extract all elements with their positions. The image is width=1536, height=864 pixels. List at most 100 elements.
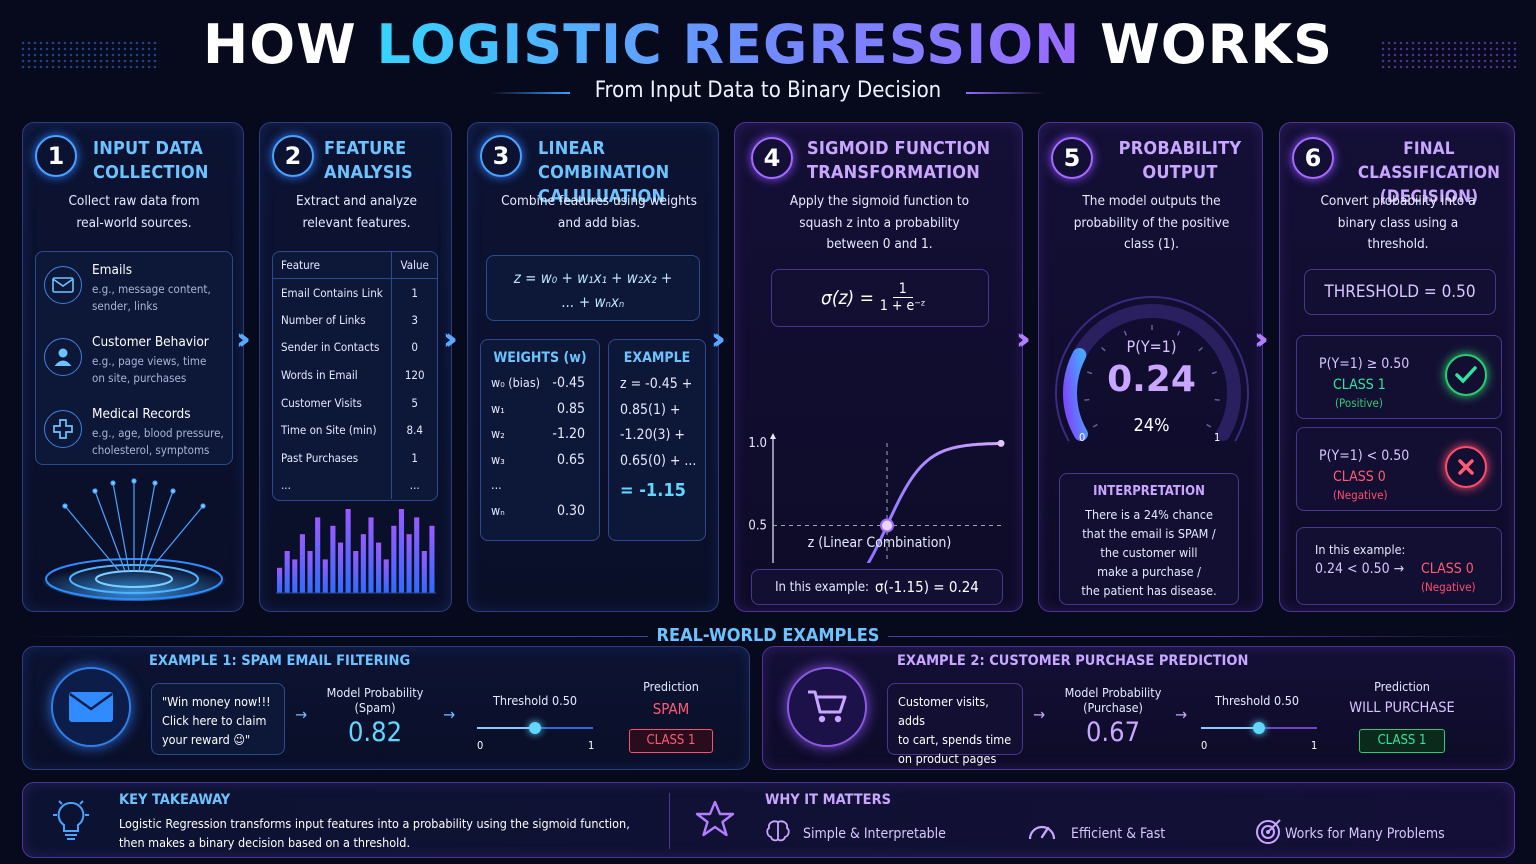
feature-row: Sender in Contacts 0 <box>273 333 437 362</box>
feature-value: 3 <box>391 306 437 334</box>
example-line: 0.65(0) + ... <box>620 452 697 469</box>
feature-name: Words in Email <box>281 368 358 383</box>
decision-example: In this example: 0.24 < 0.50 → CLASS 0 (… <box>1296 527 1502 605</box>
interpretation-line: that the email is SPAM / <box>1082 526 1216 541</box>
weight-row: ... <box>481 474 599 500</box>
step-5-number: 5 <box>1051 137 1093 179</box>
source-title: Customer Behavior <box>92 334 209 350</box>
example-calc: EXAMPLE z = -0.45 + 0.85(1) + -1.20(3) + 0.… <box>608 339 706 541</box>
weight-name: w₂ <box>491 426 505 441</box>
cross-icon <box>1445 446 1487 488</box>
sigmoid-example: In this example: σ(-1.15) = 0.24 <box>751 569 1003 605</box>
feature-name: Past Purchases <box>281 450 359 465</box>
feature-bar <box>391 525 397 593</box>
example-1-prob: Model Probability (Spam) 0.82 <box>315 685 435 748</box>
data-portal-graphic <box>42 478 226 601</box>
gauge-tick <box>1123 330 1128 336</box>
example-2-pred: WILL PURCHASE <box>1349 700 1455 716</box>
source-sub: e.g., page views, time on site, purchases <box>92 354 207 385</box>
weight-name: w₁ <box>491 400 505 416</box>
feature-bar <box>307 551 313 593</box>
formula-line-2: ... + wₙxₙ <box>561 293 625 311</box>
weight-name: wₙ <box>491 502 505 518</box>
gauge-tick <box>1206 423 1212 428</box>
slider-fill <box>1201 727 1259 729</box>
decision-example-class: CLASS 0 <box>1421 561 1474 577</box>
y-tick-label: 1.0 <box>748 436 767 451</box>
star-icon <box>695 799 735 843</box>
weight-value: -0.45 <box>552 375 585 391</box>
rule-positive: P(Y=1) ≥ 0.50 CLASS 1 (Positive) <box>1296 335 1502 419</box>
example-line: 0.85(1) + <box>620 401 681 418</box>
example-2-input: Customer visits, adds to cart, spends tim… <box>887 683 1023 766</box>
feature-name: Email Contains Link <box>281 285 383 300</box>
feature-bar <box>406 534 412 593</box>
weight-row: w₂ -1.20 <box>481 423 599 449</box>
why-item-works: Works for Many Problems <box>1285 826 1445 842</box>
y-tick-label: 0.5 <box>748 519 767 534</box>
feature-bar <box>376 542 382 593</box>
feature-bar <box>277 567 283 593</box>
interpretation-line: There is a 24% chance <box>1085 507 1213 522</box>
probability-gauge <box>1055 296 1249 442</box>
feature-value: 8.4 <box>391 416 437 445</box>
rule-negative: P(Y=1) < 0.50 CLASS 0 (Negative) <box>1296 427 1502 511</box>
step-1-number: 1 <box>35 135 77 177</box>
feature-row: Email Contains Link 1 <box>273 278 437 307</box>
step-6-title: FINAL CLASSIFICATION (DECISION) <box>1357 139 1501 207</box>
formula-lhs: σ(z) = <box>821 286 874 309</box>
weight-value: 0.30 <box>556 502 585 519</box>
example-2-card: EXAMPLE 2: CUSTOMER PURCHASE PREDICTION … <box>762 646 1515 770</box>
formula-denominator: 1 + e⁻ᶻ <box>879 298 926 314</box>
decision-example-label: In this example: <box>1315 542 1406 557</box>
feature-row: Number of Links 3 <box>273 306 437 334</box>
formula-line-1: z = w₀ + w₁x₁ + w₂x₂ + <box>513 269 673 287</box>
flow-arrow-3: ›› <box>711 322 725 357</box>
sigmoid-chart: 0.00.51.0−6−4−20246 <box>748 433 1005 563</box>
step-1-card: 1 INPUT DATA COLLECTION Collect raw data … <box>22 122 244 612</box>
page-title: HOW LOGISTIC REGRESSION WORKS <box>0 12 1536 78</box>
step-3-number: 3 <box>480 135 522 177</box>
rule-positive-sub: (Positive) <box>1335 396 1383 410</box>
check-icon <box>1445 354 1487 396</box>
decor-dots-left <box>20 40 160 70</box>
example-1-pred: SPAM <box>652 700 690 718</box>
flow-arrow-5: ›› <box>1254 322 1268 357</box>
weight-row: w₀ (bias) -0.45 <box>481 372 599 398</box>
step-6-card: 6 FINAL CLASSIFICATION (DECISION) Convert… <box>1279 122 1515 612</box>
gauge-outer-ring <box>1055 296 1249 442</box>
feature-bar <box>299 534 305 593</box>
envelope-icon <box>51 667 131 747</box>
feature-value: 0 <box>391 333 437 362</box>
example-1-title: EXAMPLE 1: SPAM EMAIL FILTERING <box>149 653 411 669</box>
subtitle: From Input Data to Binary Decision <box>594 78 942 103</box>
arrow-right-icon: → <box>1175 705 1188 724</box>
linear-formula: z = w₀ + w₁x₁ + w₂x₂ + ... + wₙxₙ <box>486 255 700 321</box>
step-4-number: 4 <box>751 137 793 179</box>
source-title: Emails <box>92 262 133 278</box>
gauge-tick <box>1198 346 1204 352</box>
arrow-right-icon: → <box>1033 705 1046 724</box>
gauge-fill <box>1063 348 1088 441</box>
feature-name: ... <box>281 478 291 493</box>
rule-positive-class: CLASS 1 <box>1333 377 1386 393</box>
step-5-card: 5 PROBABILITY OUTPUT The model outputs th… <box>1038 122 1263 612</box>
weight-value: 0.65 <box>556 451 585 468</box>
slider-min: 0 <box>1201 739 1208 752</box>
example-value: σ(-1.15) = 0.24 <box>874 578 979 596</box>
feature-bar <box>398 509 405 593</box>
interpretation-line: the customer will <box>1100 545 1198 560</box>
example-1-threshold-slider <box>477 722 593 734</box>
feature-bar <box>421 551 427 593</box>
example-1-input: "Win money now!!! Click here to claim your… <box>151 683 285 755</box>
weights-table: WEIGHTS (w) w₀ (bias) -0.45 w₁ 0.85 w₂ -1.20 w… <box>480 339 600 541</box>
example-line: z = -0.45 + <box>620 376 693 392</box>
example-2-threshold-slider <box>1201 722 1317 734</box>
example-2-threshold-label: Threshold 0.50 <box>1215 693 1299 708</box>
example-2-title: EXAMPLE 2: CUSTOMER PURCHASE PREDICTION <box>897 653 1249 669</box>
example-1-prob-value: 0.82 <box>347 717 403 748</box>
step-4-card: 4 SIGMOID FUNCTION TRANSFORMATION Apply t… <box>734 122 1023 612</box>
flow-arrow-1: ›› <box>236 322 250 357</box>
title-part-works: WORKS <box>1080 13 1333 76</box>
takeaway-title: KEY TAKEAWAY <box>119 792 231 808</box>
